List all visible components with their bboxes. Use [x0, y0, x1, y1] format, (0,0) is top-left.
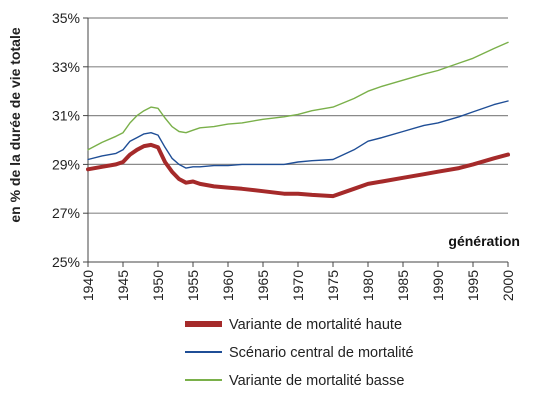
- y-axis-label: en % de la durée de vie totale: [7, 27, 23, 223]
- legend-label: Variante de mortalité haute: [229, 317, 402, 333]
- y-tick-label: 27%: [52, 205, 80, 221]
- x-tick-label: 1990: [430, 270, 446, 301]
- y-tick-label: 33%: [52, 59, 80, 75]
- x-tick-label: 1940: [80, 270, 96, 301]
- x-tick-label: 1950: [150, 270, 166, 301]
- x-tick-label: 1980: [360, 270, 376, 301]
- x-tick-label: 2000: [500, 270, 516, 301]
- legend-label: Scénario central de mortalité: [229, 345, 414, 361]
- series-line-0: [86, 142, 510, 199]
- x-tick-label: 1960: [220, 270, 236, 301]
- legend: Variante de mortalité haute Scénario cent…: [185, 317, 414, 389]
- x-tick-label: 1970: [290, 270, 306, 301]
- y-tick-label: 29%: [52, 156, 80, 172]
- series-lines: [86, 41, 510, 199]
- x-tick-label: 1985: [395, 270, 411, 301]
- x-tick-label: 1945: [115, 270, 131, 301]
- x-tick-label: 1995: [465, 270, 481, 301]
- series-line-2: [87, 41, 509, 151]
- x-tick-labels: 1940 1945 1950 1955 1960 1965 1970 1975 1980 1985…: [80, 270, 516, 301]
- series-line-1: [87, 100, 509, 169]
- y-tick-label: 25%: [52, 254, 80, 270]
- x-tick-label: 1975: [325, 270, 341, 301]
- axes: [87, 18, 508, 263]
- x-tick-label: 1965: [255, 270, 271, 301]
- y-tick-labels: 25% 27% 29% 31% 33% 35%: [52, 10, 80, 270]
- y-tick-label: 35%: [52, 10, 80, 26]
- gridlines: [83, 17, 509, 267]
- x-axis-label: génération: [448, 233, 520, 249]
- legend-label: Variante de mortalité basse: [229, 373, 404, 389]
- y-tick-label: 31%: [52, 108, 80, 124]
- x-tick-label: 1955: [185, 270, 201, 301]
